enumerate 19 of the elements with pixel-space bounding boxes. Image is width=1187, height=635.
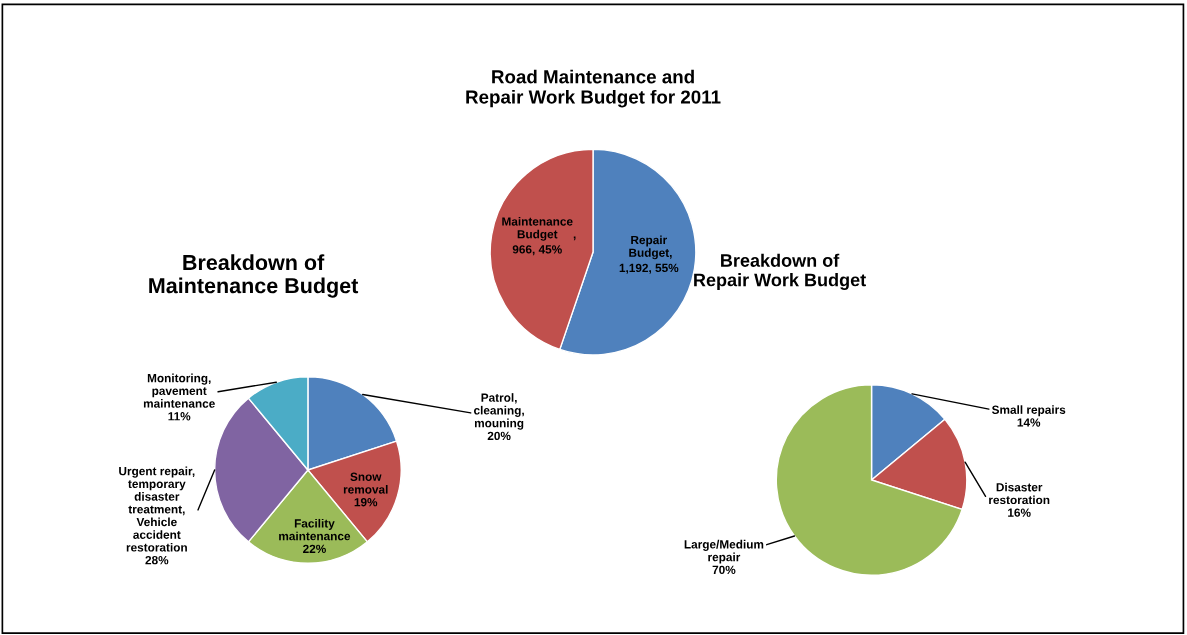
slice-label: Disaster restoration	[989, 482, 1050, 505]
data-label: 22%	[303, 544, 326, 554]
data-label: 20%	[487, 431, 511, 441]
data-label: 19%	[354, 498, 378, 507]
data-label: 14%	[1017, 418, 1041, 427]
data-label: 16%	[1008, 508, 1031, 517]
slice-label: Urgent repair, temporary disaster treatment, Vehicle accident restoration	[119, 466, 195, 552]
slice-label: Facility maintenance	[279, 518, 351, 541]
data-label: 11%	[168, 412, 191, 421]
chart-title: Breakdown of Maintenance Budget	[149, 254, 359, 298]
slice-label: Snow removal	[343, 472, 388, 494]
slice-label: Small repairs	[991, 405, 1066, 417]
chart-title: Breakdown of Repair Work Budget	[694, 253, 866, 290]
slice-label: Large/Medium repair	[684, 539, 764, 564]
data-label: 28%	[145, 555, 169, 565]
chart-title: Road Maintenance and Repair Work Budget for 2011	[466, 69, 721, 108]
slice-label: Patrol, cleaning, mouning	[473, 393, 524, 430]
slice-label: Monitoring, pavement maintenance	[143, 373, 215, 408]
data-label: 70%	[712, 565, 736, 575]
